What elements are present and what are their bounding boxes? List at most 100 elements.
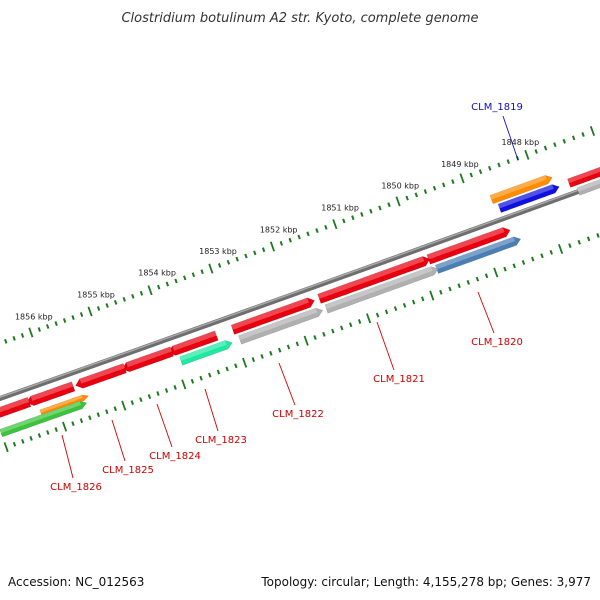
feature-orange-clm1826-shine xyxy=(39,395,83,413)
feature-cds-clm1823-body xyxy=(167,330,219,356)
outer-minor-tick xyxy=(581,132,585,137)
outer-minor-tick xyxy=(506,159,510,165)
inner-minor-tick xyxy=(208,372,212,378)
feature-teal-clm1823 xyxy=(179,340,233,366)
outer-major-tick xyxy=(147,285,153,296)
inner-minor-tick xyxy=(393,306,398,312)
outer-minor-tick xyxy=(96,306,101,311)
inner-minor-tick xyxy=(278,347,282,353)
feature-cds-clm1823 xyxy=(167,330,219,356)
outer-major-tick xyxy=(332,219,338,230)
gene-label-leader xyxy=(502,115,519,161)
feature-cds-clm1826-shine xyxy=(30,381,74,401)
inner-minor-tick xyxy=(531,256,535,262)
outer-minor-tick xyxy=(226,259,231,265)
outer-minor-tick xyxy=(288,237,292,243)
outer-major-tick xyxy=(87,306,93,317)
inner-minor-tick xyxy=(484,273,489,279)
inner-minor-tick xyxy=(348,322,353,328)
gene-label-leader xyxy=(61,434,74,479)
feature-orange-outer xyxy=(489,175,553,205)
inner-minor-tick xyxy=(199,375,203,381)
feature-gray-clm1821-body xyxy=(324,266,439,314)
feature-steel-clm1820-body xyxy=(434,236,522,274)
feature-green-left-shine xyxy=(0,401,81,434)
outer-minor-tick xyxy=(62,318,67,323)
accession-text: Accession: NC_012563 xyxy=(8,575,144,589)
outer-major-tick xyxy=(589,126,596,137)
inner-minor-tick xyxy=(113,406,117,412)
inner-minor-tick xyxy=(521,260,526,265)
inner-minor-tick xyxy=(139,397,143,403)
inner-minor-tick xyxy=(173,385,177,390)
outer-minor-tick xyxy=(534,149,538,154)
feature-cds-clm1826-body xyxy=(26,381,76,406)
genome-summary-text: Topology: circular; Length: 4,155,278 bp… xyxy=(260,575,591,589)
inner-minor-tick xyxy=(340,325,344,331)
outer-minor-tick xyxy=(324,224,328,230)
outer-minor-tick xyxy=(571,135,576,141)
gene-label: CLM_1824 xyxy=(149,451,201,462)
inner-minor-tick xyxy=(46,430,50,435)
inner-major-tick xyxy=(493,267,499,278)
gene-label: CLM_1822 xyxy=(272,409,324,420)
feature-cds-outer-right-body xyxy=(567,166,600,188)
outer-minor-tick xyxy=(54,321,58,326)
inner-minor-tick xyxy=(130,400,134,406)
outer-minor-tick xyxy=(478,169,483,175)
inner-major-tick xyxy=(558,244,564,255)
inner-minor-tick xyxy=(549,249,553,255)
gene-label-leader xyxy=(278,362,296,406)
outer-minor-tick xyxy=(315,228,319,234)
tick-label: 1854 kbp xyxy=(138,269,176,278)
feature-gray-clm1822-body xyxy=(238,307,324,345)
feature-cds-clm1824-shine xyxy=(126,346,172,368)
gene-label: CLM_1819 xyxy=(471,102,523,113)
outer-minor-tick xyxy=(165,281,170,287)
outer-minor-tick xyxy=(71,315,75,320)
inner-minor-tick xyxy=(421,296,425,302)
gene-label-leader xyxy=(204,388,219,432)
feature-green-left xyxy=(0,400,88,438)
outer-minor-tick xyxy=(79,312,84,317)
inner-minor-tick xyxy=(568,243,572,249)
feature-cds-clm1820 xyxy=(426,227,511,265)
inner-minor-tick xyxy=(448,286,452,292)
feature-cds-clm1822-shine xyxy=(231,297,309,330)
feature-blue-outer-body xyxy=(497,184,560,213)
inner-major-tick xyxy=(429,290,435,301)
inner-minor-tick xyxy=(251,357,256,362)
inner-minor-tick xyxy=(164,388,169,393)
outer-minor-tick xyxy=(157,284,161,290)
feature-gray-clm1821 xyxy=(324,266,439,314)
inner-minor-tick xyxy=(596,233,600,238)
backbone-highlight xyxy=(0,181,600,399)
outer-minor-tick xyxy=(200,269,204,275)
inner-minor-tick xyxy=(156,391,160,396)
outer-minor-tick xyxy=(351,215,355,221)
inner-minor-tick xyxy=(540,253,544,259)
feature-steel-clm1820 xyxy=(434,236,522,274)
feature-gray-clm1821-shine xyxy=(324,266,433,309)
outer-minor-tick xyxy=(342,218,346,224)
inner-minor-tick xyxy=(384,309,389,315)
inner-minor-tick xyxy=(260,354,264,359)
outer-minor-tick xyxy=(488,165,492,171)
outer-minor-tick xyxy=(139,290,144,296)
outer-minor-tick xyxy=(191,272,196,278)
feature-cds-left xyxy=(0,396,32,418)
feature-layer xyxy=(0,166,600,438)
inner-major-tick xyxy=(181,379,187,390)
gene-label-leader xyxy=(477,291,495,334)
outer-minor-tick xyxy=(297,234,301,240)
inner-minor-tick xyxy=(577,239,581,245)
inner-minor-tick xyxy=(71,421,75,427)
outer-minor-tick xyxy=(37,327,41,332)
outer-minor-tick xyxy=(306,231,310,237)
outer-minor-tick xyxy=(131,293,135,299)
inner-minor-tick xyxy=(147,394,152,399)
tick-label: 1850 kbp xyxy=(381,182,419,191)
inner-minor-tick xyxy=(331,328,335,334)
inner-minor-tick xyxy=(79,418,84,424)
